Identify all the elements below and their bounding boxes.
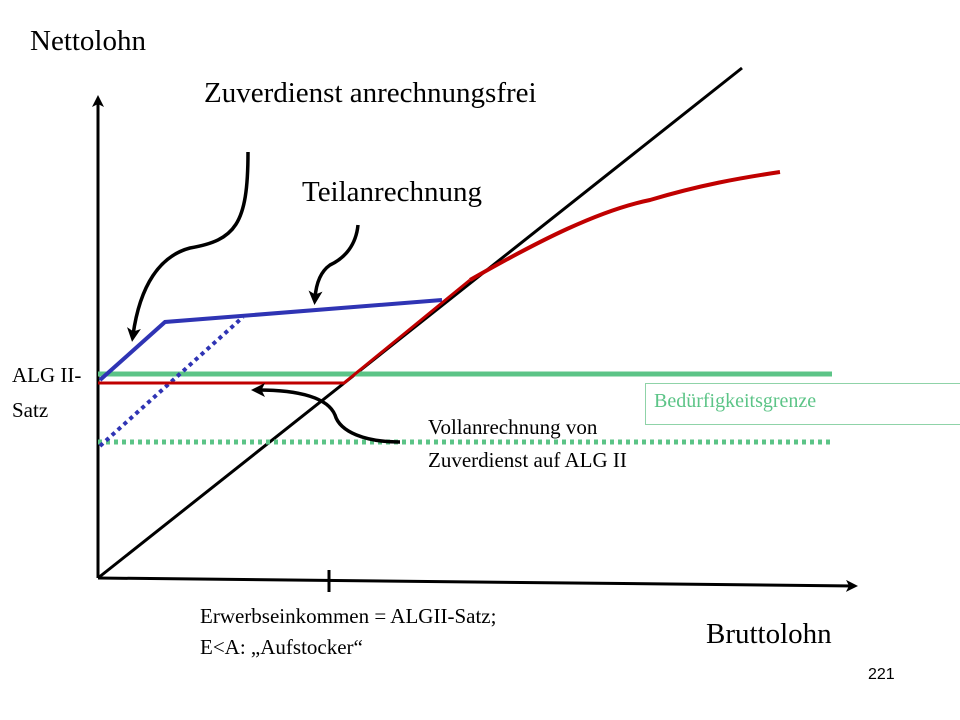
teilanrechnung-label: Teilanrechnung [302, 176, 482, 208]
beduerftigkeitsgrenze-box: Bedürfigkeitsgrenze [645, 383, 960, 425]
vollanrechnung-label-line1: Vollanrechnung von [428, 415, 598, 439]
x-axis-label: Bruttolohn [706, 618, 832, 650]
x-axis [97, 576, 858, 592]
zuverdienst-label: Zuverdienst anrechnungsfrei [204, 77, 537, 109]
teilanrechnung-arrow [308, 224, 360, 305]
page-number: 221 [868, 666, 895, 683]
vollanrechnung-label-line2: Zuverdienst auf ALG II [428, 448, 627, 472]
zuverdienst-arrow [127, 151, 250, 342]
y-axis-label: Nettolohn [30, 25, 146, 57]
red-netto-line [98, 278, 471, 385]
red-netto-curve [469, 170, 781, 282]
diagonal-line [97, 66, 743, 580]
alg-ii-label-line1: ALG II- [12, 363, 82, 387]
blue-netto-line [98, 298, 443, 382]
alg-ii-label-line2: Satz [12, 398, 49, 422]
vollanrechnung-arrow [251, 383, 401, 444]
erwerbseinkommen-label-line1: Erwerbseinkommen = ALGII-Satz; [200, 604, 497, 628]
erwerbseinkommen-label-line2: E<A: „Aufstocker“ [200, 635, 363, 659]
